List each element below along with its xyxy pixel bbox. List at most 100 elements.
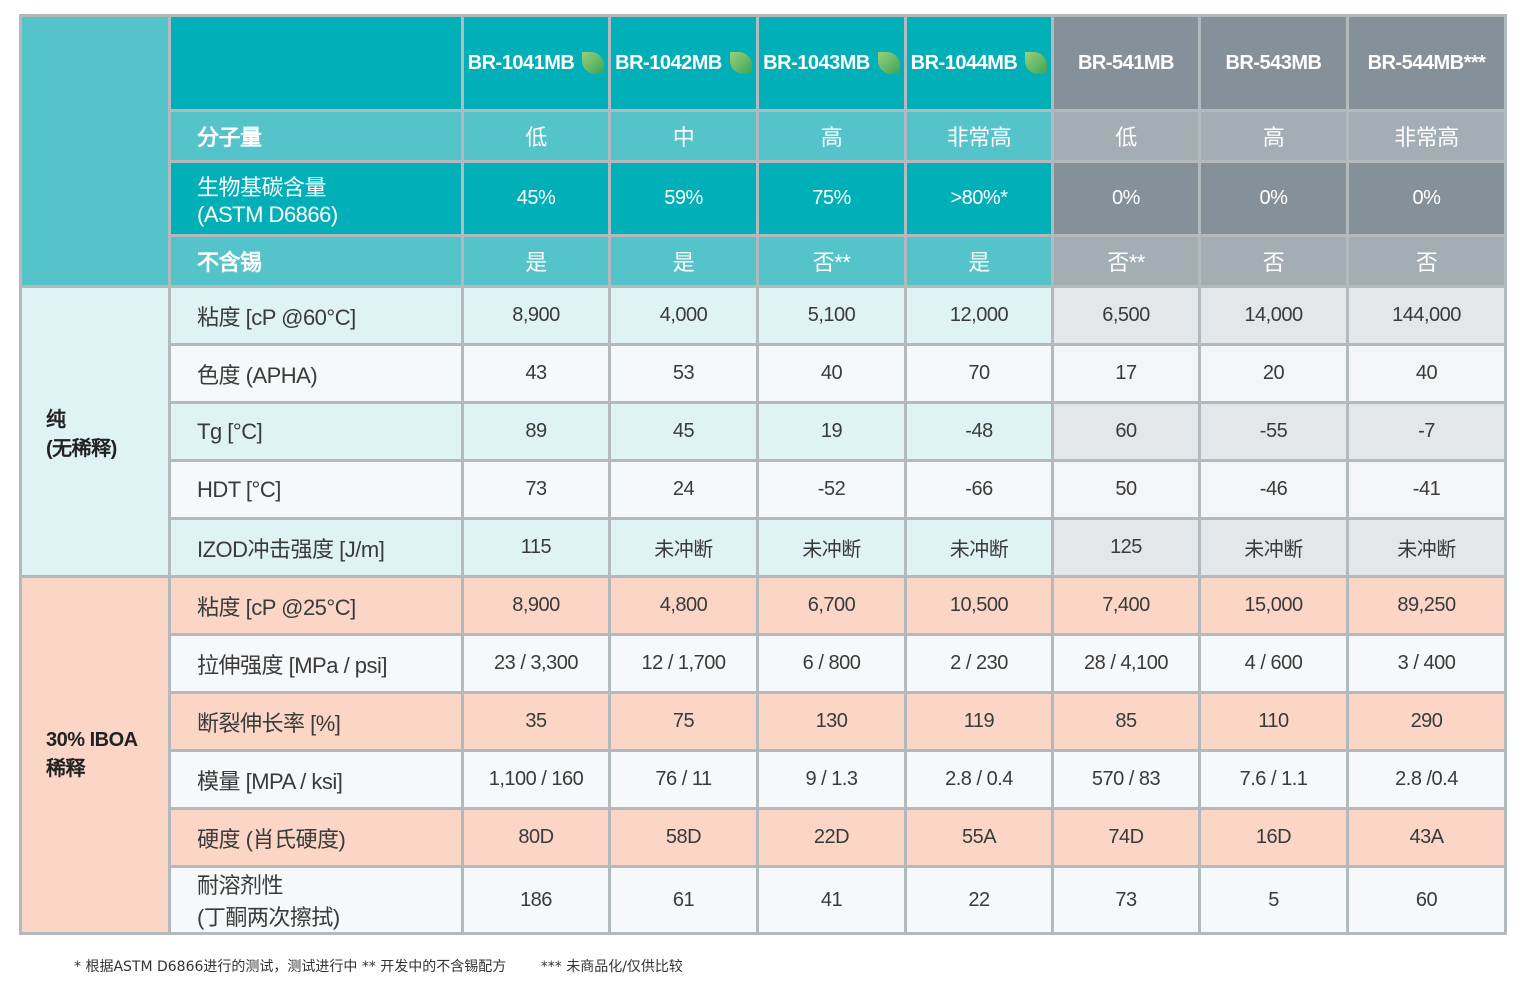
value-cell: 290 [1346, 691, 1507, 752]
product-header: BR-1043MB [756, 14, 907, 112]
value-cell: 5 [1198, 865, 1349, 935]
value-cell: -66 [904, 459, 1054, 520]
value-cell: 70 [904, 343, 1054, 404]
row-label: 硬度 (肖氏硬度) [168, 807, 464, 868]
product-header-row: BR-1041MB BR-1042MB BR-1043MB BR-1044MB BR-5… [19, 14, 1507, 288]
value-cell: -52 [756, 459, 907, 520]
value-cell: 6,500 [1051, 285, 1201, 346]
row-label: 断裂伸长率 [%] [168, 691, 464, 752]
row-label-text: 分子量 [197, 125, 262, 150]
section-subtitle: 稀释 [46, 758, 86, 780]
value-cell: 非常高 [904, 109, 1054, 163]
value-cell: 28 / 4,100 [1051, 633, 1201, 694]
row-label-text: 粘度 [cP @25°C] [197, 594, 356, 620]
data-row: 耐溶剂性 (丁酮两次擦拭) 186 61 41 22 73 5 60 [21, 865, 1507, 935]
row-label-text: 色度 (APHA) [197, 362, 318, 388]
row-label: 粘度 [cP @60°C] [168, 285, 464, 346]
data-row: IZOD冲击强度 [J/m] 115 未冲断 未冲断 未冲断 125 未冲断 未冲断 [21, 517, 1507, 578]
data-row: 硬度 (肖氏硬度) 80D 58D 22D 55A 74D 16D 43A [21, 807, 1507, 868]
value-cell: 22D [756, 807, 907, 868]
value-cell: 0% [1051, 160, 1201, 237]
section-title: 30% IBOA [46, 729, 138, 751]
value-cell: 89,250 [1346, 575, 1507, 636]
product-comparison-table: BR-1041MB BR-1042MB BR-1043MB BR-1044MB BR-5… [19, 14, 1507, 935]
row-label-text: 耐溶剂性 [197, 873, 284, 898]
row-label: 粘度 [cP @25°C] [168, 575, 464, 636]
value-cell: 非常高 [1346, 109, 1507, 163]
value-cell: 16D [1198, 807, 1349, 868]
row-label-text: IZOD冲击强度 [J/m] [197, 536, 385, 562]
section-title: 纯 [46, 408, 66, 431]
value-cell: 43 [461, 343, 611, 404]
row-label: HDT [°C] [168, 459, 464, 520]
value-cell: 1,100 / 160 [461, 749, 611, 810]
value-cell: 20 [1198, 343, 1349, 404]
value-cell: 6 / 800 [756, 633, 907, 694]
data-row: Tg [°C] 89 45 19 -48 60 -55 -7 [21, 401, 1507, 462]
value-cell: 中 [608, 109, 759, 163]
data-row: 纯 (无稀释) 粘度 [cP @60°C] 8,900 4,000 5,100 12,000… [19, 285, 1507, 578]
value-cell: 否 [1198, 234, 1349, 288]
footnotes: * 根据ASTM D6866进行的测试，测试进行中 ** 开发中的不含锡配方 *… [74, 956, 713, 976]
value-cell: 2 / 230 [904, 633, 1054, 694]
product-header: BR-1042MB [608, 14, 759, 112]
row-label: 不含锡 [168, 234, 464, 288]
value-cell: 高 [756, 109, 907, 163]
value-cell: 9 / 1.3 [756, 749, 907, 810]
value-cell: 60 [1346, 865, 1507, 935]
value-cell: 10,500 [904, 575, 1054, 636]
product-name: BR-541MB [1077, 51, 1175, 74]
row-label: Tg [°C] [168, 401, 464, 462]
value-cell: 是 [608, 234, 759, 288]
row-label: 生物基碳含量 (ASTM D6866) [168, 160, 464, 237]
value-cell: 未冲断 [1346, 517, 1507, 578]
corner-cell [19, 14, 171, 288]
value-cell: 55A [904, 807, 1054, 868]
product-header: BR-541MB [1051, 14, 1201, 112]
value-cell: 570 / 83 [1051, 749, 1201, 810]
row-label: 分子量 [168, 109, 464, 163]
value-cell: 75 [608, 691, 759, 752]
value-cell: 119 [904, 691, 1054, 752]
value-cell: 12 / 1,700 [608, 633, 759, 694]
value-cell: 115 [461, 517, 611, 578]
section-label: 纯 (无稀释) [19, 285, 171, 578]
value-cell: 186 [461, 865, 611, 935]
data-row: 模量 [MPA / ksi] 1,100 / 160 76 / 11 9 / 1.3 2… [21, 749, 1507, 810]
value-cell: 6,700 [756, 575, 907, 636]
value-cell: 80D [461, 807, 611, 868]
product-name: BR-1042MB [615, 51, 722, 74]
product-name: BR-544MB*** [1367, 51, 1486, 74]
value-cell: 2.8 /0.4 [1346, 749, 1507, 810]
value-cell: 76 / 11 [608, 749, 759, 810]
value-cell: 0% [1198, 160, 1349, 237]
value-cell: 未冲断 [1198, 517, 1349, 578]
value-cell: 85 [1051, 691, 1201, 752]
value-cell: 23 / 3,300 [461, 633, 611, 694]
value-cell: 8,900 [461, 285, 611, 346]
value-cell: 15,000 [1198, 575, 1349, 636]
value-cell: 是 [904, 234, 1054, 288]
value-cell: 58D [608, 807, 759, 868]
row-label: 耐溶剂性 (丁酮两次擦拭) [168, 865, 464, 935]
value-cell: 59% [608, 160, 759, 237]
row-label: 色度 (APHA) [168, 343, 464, 404]
bio-leaf-icon [729, 52, 752, 75]
value-cell: 否** [756, 234, 907, 288]
value-cell: -41 [1346, 459, 1507, 520]
row-label-text: 断裂伸长率 [%] [197, 710, 341, 736]
bio-leaf-icon [1025, 52, 1048, 75]
product-name: BR-1044MB [910, 51, 1018, 74]
value-cell: 低 [461, 109, 611, 163]
header-row: 不含锡是是否** 是否** 否否 [21, 234, 1507, 288]
data-row: HDT [°C] 73 24 -52 -66 50 -46 -41 [21, 459, 1507, 520]
data-row: 30% IBOA 稀释 粘度 [cP @25°C] 8,900 4,800 6,700 10… [19, 575, 1507, 935]
value-cell: 61 [608, 865, 759, 935]
row-label-text: 模量 [MPA / ksi] [197, 768, 343, 794]
value-cell: 73 [1051, 865, 1201, 935]
value-cell: 45 [608, 401, 759, 462]
row-label: IZOD冲击强度 [J/m] [168, 517, 464, 578]
header-row: 生物基碳含量 (ASTM D6866) 45% 59% 75% >80%* 0% 0% 0% [21, 160, 1507, 237]
row-label-sub: (ASTM D6866) [197, 201, 338, 227]
value-cell: 50 [1051, 459, 1201, 520]
